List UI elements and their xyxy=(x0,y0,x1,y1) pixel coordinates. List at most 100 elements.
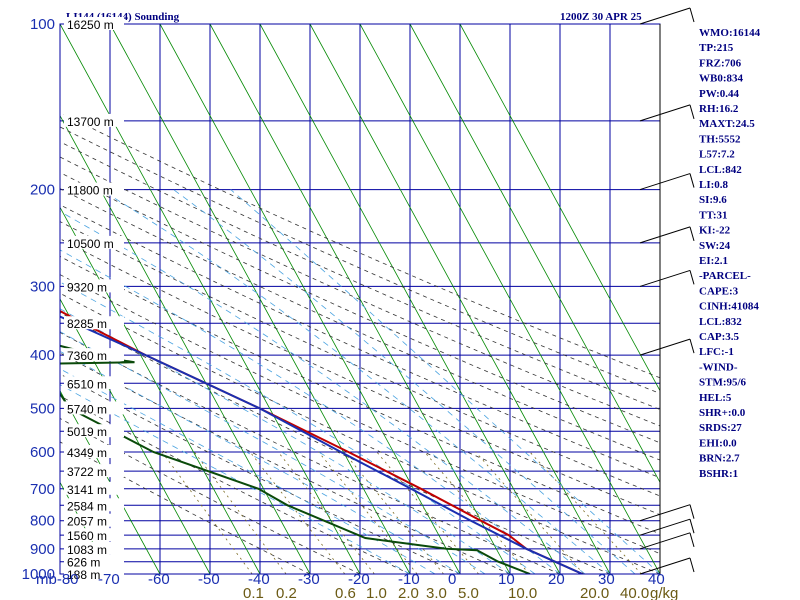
wind-barb xyxy=(639,173,695,191)
pressure-tick-label: 600 xyxy=(30,444,55,461)
height-label: 7360 m xyxy=(67,349,107,363)
index-item: SHR+:0.0 xyxy=(699,407,746,419)
temperature-tick-label: -60 xyxy=(148,571,170,588)
pressure-tick-label: 300 xyxy=(30,278,55,295)
mixing-ratio-label: 1.0 xyxy=(366,585,387,600)
height-label-bg xyxy=(64,348,124,362)
index-item: KI:-22 xyxy=(699,225,731,237)
skewed-isotherm xyxy=(409,24,660,484)
height-label-bg xyxy=(64,513,124,527)
height-label: 3722 m xyxy=(67,465,107,479)
skewed-isotherm xyxy=(259,24,561,574)
height-label: 188 m xyxy=(67,568,100,582)
height-label: 2584 m xyxy=(67,499,107,513)
dry-adiabat xyxy=(60,188,660,461)
wind-barb xyxy=(639,226,695,244)
skewed-isotherm xyxy=(0,24,10,574)
temperature-tick-label: 20 xyxy=(548,571,565,588)
height-label-bg xyxy=(64,235,124,249)
mixing-ratio-line xyxy=(475,451,584,574)
wind-barb xyxy=(639,532,695,550)
height-label-bg xyxy=(64,567,124,580)
index-item: CINH:41084 xyxy=(699,301,759,313)
temperature-tick-label: -50 xyxy=(198,571,220,588)
mixing-ratio-label: 5.0 xyxy=(458,585,479,600)
height-label-bg xyxy=(64,481,124,495)
height-label-bg xyxy=(64,554,124,568)
height-label: 16250 m xyxy=(67,18,114,32)
height-label-bg xyxy=(64,401,124,415)
skewed-isotherm xyxy=(60,206,261,574)
index-item: SW:24 xyxy=(699,240,731,252)
height-label-bg xyxy=(64,113,124,127)
dry-adiabat xyxy=(60,331,561,574)
dry-adiabat xyxy=(60,312,611,574)
index-item: LI:0.8 xyxy=(699,179,729,191)
index-item: LCL:832 xyxy=(699,316,742,328)
mixing-ratio-line xyxy=(343,451,444,574)
index-item: WMO:16144 xyxy=(699,27,761,39)
temperature-tick-label: -40 xyxy=(248,571,270,588)
mixing-ratio-label: 0.6 xyxy=(335,585,356,600)
height-label: 8285 m xyxy=(67,317,107,331)
stability-indices: WMO:16144 TP:215 FRZ:706 WB0:834 PW:0.44 RH:1… xyxy=(699,27,761,480)
moist-adiabat xyxy=(60,281,536,574)
mixing-ratio-label: 3.0 xyxy=(426,585,447,600)
index-item: WB0:834 xyxy=(699,73,744,85)
skewed-isotherm xyxy=(60,298,211,574)
height-label: 11800 m xyxy=(67,184,113,198)
pressure-tick-label: 1000 xyxy=(22,566,55,583)
index-item: -WIND- xyxy=(699,361,738,373)
wind-barb xyxy=(639,504,695,522)
mixing-ratio-line xyxy=(529,451,642,574)
moist-adiabat xyxy=(230,189,660,574)
wind-barb xyxy=(639,338,695,356)
index-item: SI:9.6 xyxy=(699,194,727,206)
wind-barb xyxy=(639,104,695,122)
pressure-tick-label: 400 xyxy=(30,347,55,364)
dry-adiabat xyxy=(60,141,660,410)
pressure-tick-label: 500 xyxy=(30,400,55,417)
temperature-tick-label: -20 xyxy=(348,571,370,588)
height-label: 5740 m xyxy=(67,402,107,416)
index-item: L57:7.2 xyxy=(699,149,735,161)
sounding-profiles xyxy=(60,309,583,574)
index-item: LCL:842 xyxy=(699,164,742,176)
wind-barb xyxy=(639,557,695,575)
height-label-bg xyxy=(64,444,124,458)
height-label: 1083 m xyxy=(67,543,107,557)
temperature-tick-label: -30 xyxy=(298,571,320,588)
height-label-bg xyxy=(64,464,124,478)
index-item: TP:215 xyxy=(699,42,734,54)
height-label-bg xyxy=(64,182,124,196)
index-item: -PARCEL- xyxy=(699,270,751,282)
wind-barb xyxy=(639,7,695,25)
temperature-tick-label: 0 xyxy=(448,571,456,588)
index-item: EHI:0.0 xyxy=(699,437,737,449)
mixing-ratio-label: 0.1 xyxy=(243,585,264,600)
height-label: 13700 m xyxy=(67,115,114,129)
height-label: 10500 m xyxy=(67,237,114,251)
skewed-isotherm xyxy=(309,24,611,574)
height-label-bg xyxy=(64,424,124,438)
skewed-isotherm xyxy=(109,24,411,574)
dry-adiabat xyxy=(60,373,461,574)
index-item: CAPE:3 xyxy=(699,285,739,297)
index-item: BSHR:1 xyxy=(699,468,738,480)
index-item: CAP:3.5 xyxy=(699,331,740,343)
index-item: STM:95/6 xyxy=(699,377,747,389)
skewed-isotherm xyxy=(60,114,311,574)
mixing-ratio-line xyxy=(424,451,530,574)
temperature-tick-label: 10 xyxy=(498,571,515,588)
temperature-tick-label: mb-80 xyxy=(36,571,79,588)
dry-adiabat xyxy=(60,156,660,427)
height-label: 6510 m xyxy=(67,377,107,391)
wind-barb xyxy=(639,269,695,287)
index-item: FRZ:706 xyxy=(699,57,742,69)
wind-barb xyxy=(639,518,695,536)
index-item: TT:31 xyxy=(699,209,728,221)
index-item: HEL:5 xyxy=(699,392,732,404)
dry-adiabat xyxy=(60,172,660,444)
